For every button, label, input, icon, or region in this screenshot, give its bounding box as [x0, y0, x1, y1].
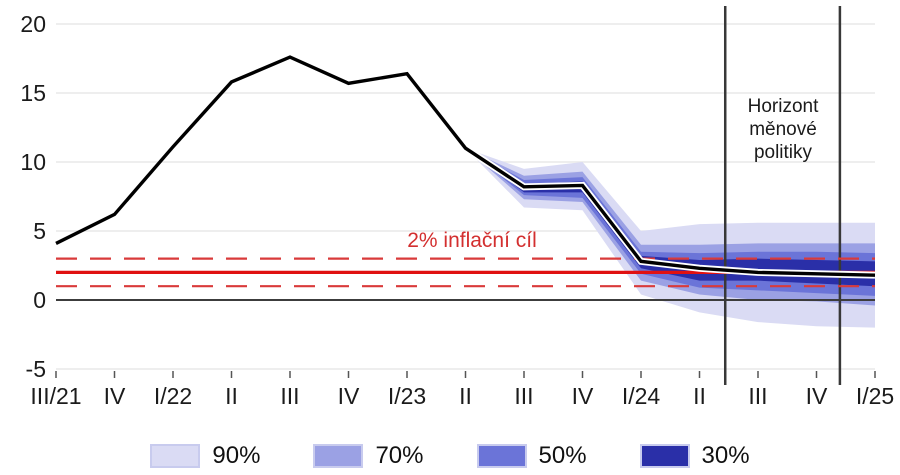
x-tick-label: III [280, 383, 299, 409]
fan-legend: 90% 70% 50% 30% [0, 440, 900, 472]
x-tick-label: II [459, 383, 472, 409]
legend-item-50: 50% [476, 442, 587, 470]
x-tick-label: III/21 [30, 383, 81, 409]
inflation-line [55, 55, 876, 277]
y-tick-label: 0 [33, 287, 46, 313]
y-tick-label: 20 [20, 11, 46, 37]
y-tick-label: 10 [20, 149, 46, 175]
legend-label: 90% [212, 442, 261, 469]
y-tick-label: 15 [20, 80, 46, 106]
legend-item-90: 90% [150, 442, 260, 470]
x-tick-label: IV [104, 383, 126, 409]
x-tick-label: IV [338, 383, 360, 409]
legend-swatch-90 [150, 444, 201, 468]
x-tick-label: IV [806, 383, 828, 409]
x-tick-label: III [748, 383, 767, 409]
x-tick-label: I/24 [622, 383, 661, 409]
legend-swatch-70 [313, 444, 364, 468]
legend-swatch-50 [476, 444, 527, 468]
y-tick-label: -5 [26, 356, 46, 382]
y-axis-labels: 20 15 10 5 0 -5 [20, 11, 46, 382]
x-tick-label: IV [572, 383, 594, 409]
y-tick-label: 5 [33, 218, 46, 244]
legend-label: 50% [538, 442, 587, 469]
monetary-policy-horizon-label: Horizont měnové politiky [747, 96, 819, 163]
x-tick-label: I/22 [154, 383, 192, 409]
legend-item-30: 30% [639, 442, 750, 470]
x-tick-label: III [514, 383, 533, 409]
inflation-target-label: 2% inflační cíl [407, 229, 537, 252]
x-tick-label: II [693, 383, 706, 409]
x-tick-label: II [225, 383, 238, 409]
x-tick-label: I/25 [856, 383, 894, 409]
x-axis-labels: III/21 IV I/22 II III IV I/23 II III IV I/24 II III I… [30, 371, 894, 409]
x-tick-label: I/23 [388, 383, 426, 409]
legend-swatch-30 [639, 444, 690, 468]
legend-label: 30% [701, 442, 750, 469]
legend-item-70: 70% [313, 442, 424, 470]
horizon-lines [723, 6, 842, 385]
legend-label: 70% [375, 442, 424, 469]
